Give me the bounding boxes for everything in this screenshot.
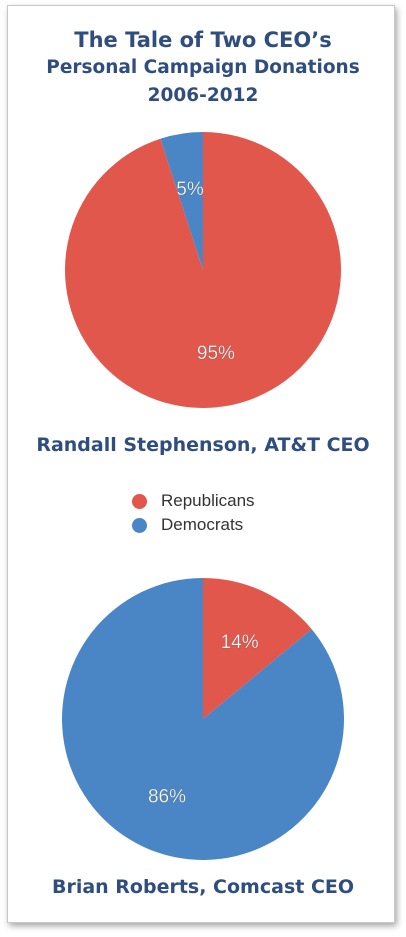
pie-label-democrats-att: 5% bbox=[176, 179, 204, 200]
title-line-3: 2006-2012 bbox=[147, 85, 259, 106]
pie-label-democrats-comcast: 86% bbox=[148, 787, 186, 808]
pie-chart-att: 5% 95% bbox=[64, 132, 341, 408]
legend-label-democrats: Democrats bbox=[161, 515, 244, 534]
pie-chart-comcast: 14% 86% bbox=[61, 578, 344, 860]
democrats-swatch bbox=[132, 517, 147, 533]
title-line-2: Personal Campaign Donations bbox=[46, 57, 360, 78]
pie-label-republicans-att: 95% bbox=[197, 343, 235, 364]
republicans-swatch bbox=[132, 493, 147, 509]
pie-slice-republicans-att bbox=[64, 132, 341, 408]
pie-label-republicans-comcast: 14% bbox=[221, 632, 259, 653]
pie-caption-comcast: Brian Roberts, Comcast CEO bbox=[51, 876, 355, 898]
pie-caption-att: Randall Stephenson, AT&T CEO bbox=[36, 434, 370, 456]
pie-slice-democrats-comcast bbox=[61, 578, 344, 860]
legend-item-democrats: Democrats bbox=[132, 513, 255, 537]
pie-slice-republicans-comcast bbox=[203, 578, 312, 719]
legend-label-republicans: Republicans bbox=[161, 491, 255, 510]
legend-item-republicans: Republicans bbox=[132, 489, 255, 513]
legend: Republicans Democrats bbox=[132, 489, 255, 537]
pie-slice-democrats-att bbox=[160, 132, 203, 270]
title-line-1: The Tale of Two CEO’s bbox=[74, 28, 332, 52]
chart-title: The Tale of Two CEO’s Personal Campaign … bbox=[0, 26, 406, 110]
